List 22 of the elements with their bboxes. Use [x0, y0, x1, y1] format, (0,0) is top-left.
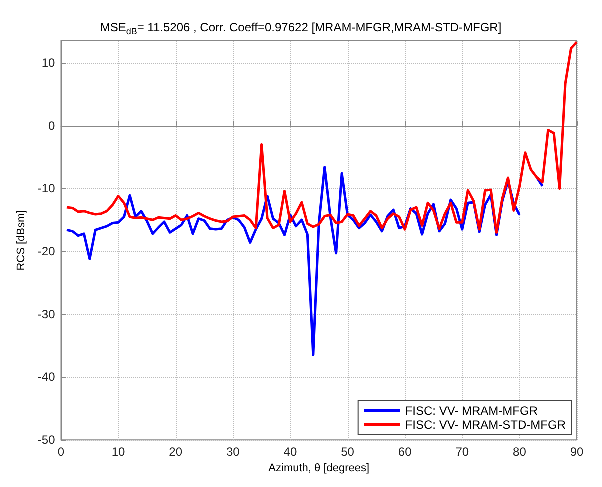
x-tick-label: 40	[284, 445, 298, 460]
x-tick-label: 30	[226, 445, 240, 460]
legend-label: FISC: VV- MRAM-STD-MFGR	[405, 418, 566, 432]
y-tick-label: 0	[48, 118, 56, 133]
line-series	[66, 41, 578, 234]
x-tick-label: 50	[341, 445, 355, 460]
y-tick-label: -40	[38, 370, 56, 384]
legend-label: FISC: VV- MRAM-MFGR	[405, 404, 538, 418]
x-tick-label: 80	[513, 445, 527, 460]
y-tick-label: -20	[38, 244, 56, 259]
y-tick-label: 10	[42, 56, 56, 70]
x-tick-label: 0	[58, 445, 65, 460]
x-tick-label: 70	[456, 445, 470, 460]
y-tick-label: -10	[38, 182, 56, 196]
y-tick-label: -50	[38, 433, 56, 448]
x-tick-label: 10	[112, 445, 126, 460]
x-tick-label: 60	[398, 445, 412, 460]
x-tick-label: 90	[570, 445, 584, 460]
x-axis-title: Azimuth, θ [degrees]	[268, 462, 370, 474]
x-tick-label: 20	[169, 445, 183, 460]
y-axis-title: RCS [dBsm]	[16, 210, 28, 271]
y-tick-label: -30	[38, 307, 56, 322]
